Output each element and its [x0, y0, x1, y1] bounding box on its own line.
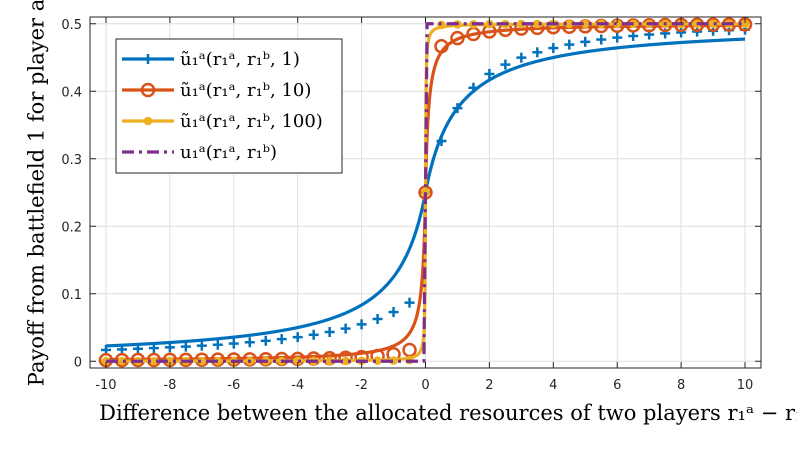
dot-marker	[143, 116, 153, 126]
legend-entry-2: ũ₁ᵃ(r₁ᵃ, r₁ᵇ, 10)	[122, 80, 311, 101]
legend: ũ₁ᵃ(r₁ᵃ, r₁ᵇ, 1) ũ₁ᵃ(r₁ᵃ, r₁ᵇ, 10) ũ₁ᵃ(r₁ᵃ…	[115, 38, 343, 174]
circle-marker	[434, 38, 449, 54]
y-tick-label: 0.4	[61, 85, 82, 100]
x-tick-label: 2	[485, 378, 493, 393]
y-tick-label: 0	[74, 355, 82, 370]
legend-label: ũ₁ᵃ(r₁ᵃ, r₁ᵇ, 1)	[180, 49, 300, 70]
x-axis-label: Difference between the allocated resourc…	[99, 401, 797, 425]
legend-label: ũ₁ᵃ(r₁ᵃ, r₁ᵇ, 100)	[180, 111, 323, 132]
circle-marker	[140, 82, 156, 98]
legend-entry-1: ũ₁ᵃ(r₁ᵃ, r₁ᵇ, 1)	[122, 49, 300, 70]
x-axis-label-group: Difference between the allocated resourc…	[99, 401, 797, 425]
legend-entry-3: ũ₁ᵃ(r₁ᵃ, r₁ᵇ, 100)	[122, 111, 323, 132]
series-line	[105, 22, 746, 363]
x-tick-label: 6	[613, 378, 621, 393]
dot-marker	[708, 19, 718, 29]
y-tick-label: 0.5	[61, 18, 82, 33]
circle-marker	[450, 30, 465, 46]
x-tick-label: 0	[421, 378, 429, 393]
legend-label: u₁ᵃ(r₁ᵃ, r₁ᵇ)	[180, 142, 277, 163]
x-tick-label: 8	[677, 378, 685, 393]
y-tick-label: 0.1	[61, 288, 82, 303]
y-tick-label: 0.3	[61, 153, 82, 168]
y-tick-label: 0.2	[61, 220, 82, 235]
x-tick-label: 4	[549, 378, 557, 393]
x-tick-label: -8	[163, 378, 176, 393]
axis-ticks: -10 -8 -6 -4 -2 0 2 4 6 8 10 0 0.1 0.2 0.3 0.4 0.5	[61, 17, 761, 393]
x-tick-label: -2	[355, 378, 368, 393]
legend-entry-4: u₁ᵃ(r₁ᵃ, r₁ᵇ)	[122, 142, 277, 163]
x-tick-label: -4	[291, 378, 304, 393]
series-layer	[98, 17, 753, 368]
x-tick-label: 10	[737, 378, 754, 393]
legend-label: ũ₁ᵃ(r₁ᵃ, r₁ᵇ, 10)	[180, 80, 311, 101]
y-axis-label: Payoff from battlefield 1 for player a	[25, 0, 49, 386]
series-4	[105, 22, 746, 363]
y-axis-label-group: Payoff from battlefield 1 for player a	[25, 0, 49, 386]
x-tick-label: -10	[95, 378, 116, 393]
x-tick-label: -6	[227, 378, 240, 393]
